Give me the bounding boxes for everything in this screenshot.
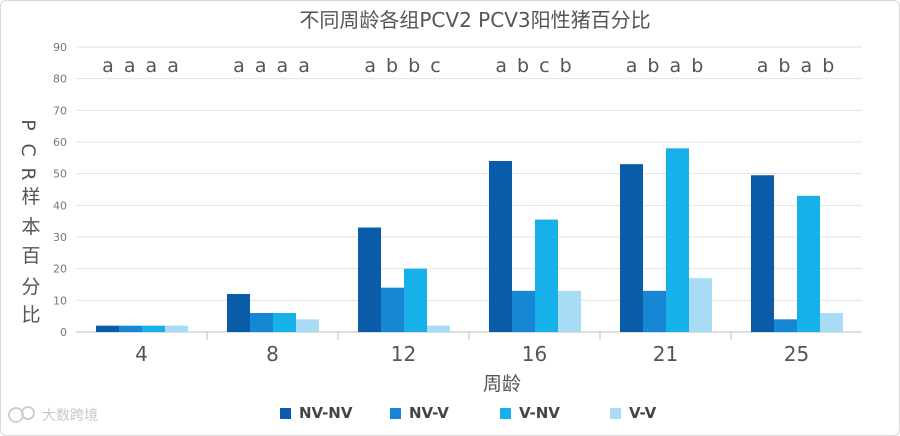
x-tick-label: 25 <box>784 342 809 366</box>
legend-label: NV-V <box>409 404 449 422</box>
bar-v-v-4 <box>165 325 188 332</box>
x-axis-label: 周龄 <box>483 373 521 395</box>
bar-v-nv-16 <box>535 219 558 332</box>
bar-v-nv-12 <box>404 268 427 332</box>
legend-swatch <box>390 408 401 419</box>
bar-nv-v-21 <box>643 290 666 332</box>
y-tick-label: 20 <box>53 263 67 276</box>
chart-title: 不同周龄各组PCV2 PCV3阳性猪百分比 <box>299 8 650 32</box>
y-tick-label: 70 <box>53 104 67 117</box>
y-axis-label-char: 本 <box>21 216 40 238</box>
y-axis-label-char: R <box>17 167 39 180</box>
bar-nv-v-8 <box>250 313 273 332</box>
y-tick-label: 60 <box>53 136 67 149</box>
x-tick-label: 21 <box>653 342 678 366</box>
bars <box>96 148 843 332</box>
significance-letters: a b a b <box>626 55 706 77</box>
legend-label: V-V <box>629 404 657 422</box>
bar-nv-nv-12 <box>358 227 381 332</box>
x-tick-label: 12 <box>391 342 416 366</box>
x-tick-label: 4 <box>135 342 148 366</box>
significance-letters: a b b c <box>364 55 442 77</box>
bar-nv-nv-4 <box>96 325 119 332</box>
watermark: 大数跨境 <box>8 406 98 424</box>
legend-item-v-nv: V-NV <box>500 404 560 422</box>
y-tick-label: 40 <box>53 199 67 212</box>
y-axis-label-char: 百 <box>21 245 40 267</box>
y-tick-label: 50 <box>53 168 67 181</box>
bar-v-nv-8 <box>273 313 296 332</box>
legend-label: V-NV <box>519 404 560 422</box>
bar-v-nv-21 <box>666 148 689 332</box>
significance-letters: a a a a <box>233 55 312 77</box>
y-tick-label: 90 <box>53 41 67 54</box>
x-axis-ticks: 4 8 12 16 21 25 <box>135 332 809 366</box>
bar-v-nv-25 <box>797 195 820 332</box>
legend-item-v-v: V-V <box>610 404 657 422</box>
y-axis-label-char: P <box>17 119 39 130</box>
brand-logo-icon <box>8 406 35 423</box>
bar-v-v-16 <box>558 290 581 332</box>
bar-nv-v-16 <box>512 290 535 332</box>
bar-v-v-25 <box>820 313 843 332</box>
y-axis-ticks: 0 10 20 30 40 50 60 70 80 90 <box>53 41 67 339</box>
legend-swatch <box>280 408 291 419</box>
bar-v-v-8 <box>296 319 319 332</box>
y-axis-label-char: 比 <box>21 304 40 326</box>
x-tick-label: 16 <box>522 342 547 366</box>
legend-swatch <box>610 408 621 419</box>
x-tick-label: 8 <box>266 342 279 366</box>
grid <box>76 46 862 333</box>
significance-letters: a a a a <box>102 55 181 77</box>
significance-letters: a b c b <box>495 55 573 77</box>
legend-item-nv-nv: NV-NV <box>280 404 353 422</box>
bar-nv-nv-8 <box>227 294 250 332</box>
y-axis-label-char: 分 <box>21 276 40 298</box>
y-tick-label: 0 <box>60 326 67 339</box>
bar-nv-v-12 <box>381 287 404 332</box>
legend-label: NV-NV <box>299 404 353 422</box>
bar-nv-nv-21 <box>620 164 643 332</box>
y-axis-label-char: 样 <box>21 186 40 208</box>
y-tick-label: 30 <box>53 231 67 244</box>
bar-v-v-21 <box>689 278 712 332</box>
bar-nv-v-25 <box>774 319 797 332</box>
bar-nv-nv-16 <box>489 161 512 332</box>
y-axis-label-char: C <box>17 143 39 156</box>
y-tick-label: 10 <box>53 294 67 307</box>
y-tick-label: 80 <box>53 73 67 86</box>
legend-swatch <box>500 408 511 419</box>
watermark-text: 大数跨境 <box>42 408 98 424</box>
bar-v-nv-4 <box>142 325 165 332</box>
bar-nv-nv-25 <box>751 175 774 332</box>
bar-nv-v-4 <box>119 325 142 332</box>
bar-v-v-12 <box>427 325 450 332</box>
legend: NV-NV NV-V V-NV V-V <box>280 404 657 422</box>
legend-item-nv-v: NV-V <box>390 404 449 422</box>
significance-letters: a b a b <box>757 55 837 77</box>
